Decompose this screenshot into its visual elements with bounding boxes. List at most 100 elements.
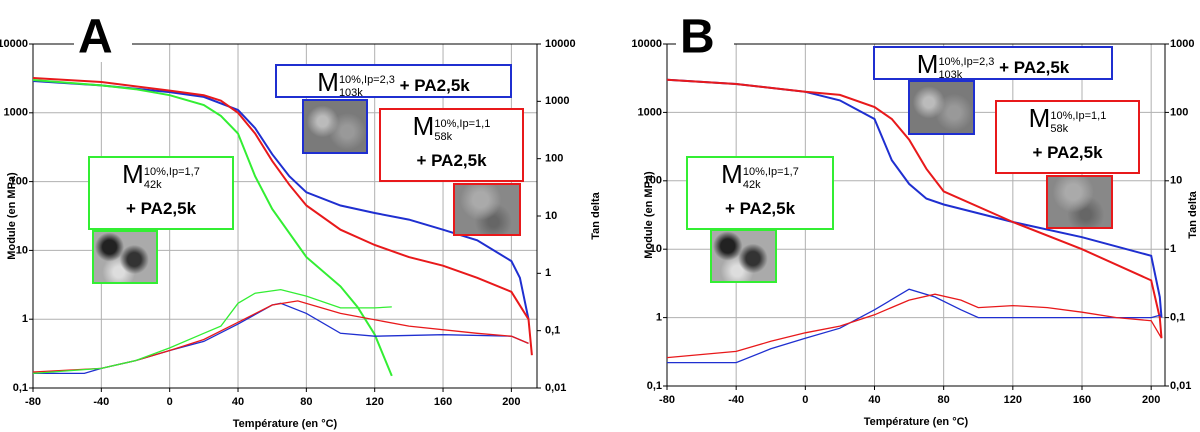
x-tick-label: 200 xyxy=(1142,394,1160,406)
y2-tick-label: 1 xyxy=(1170,243,1176,255)
x-tick-label: 0 xyxy=(167,396,173,408)
modulus-line xyxy=(32,77,533,356)
annotation-indices: 10%,Ip=1,7 42k xyxy=(743,166,799,192)
annotation-box: M 10%,Ip=1,7 42k + PA2,5k xyxy=(88,156,234,230)
y-tick-label: 0,1 xyxy=(13,382,28,394)
annotation-sub: 58k xyxy=(434,130,453,143)
annotation-sup: 10%,Ip=1,7 xyxy=(143,165,200,178)
y-tick-label: 1 xyxy=(22,313,28,325)
annotation-sub: 103k xyxy=(338,86,363,99)
y-tick-label: 10 xyxy=(16,244,28,256)
annotation-box: M 10%,Ip=2,3 103k + PA2,5k xyxy=(873,46,1113,82)
y2-tick-label: 100 xyxy=(545,153,563,165)
x-tick-label: -80 xyxy=(659,394,675,406)
x-axis-label: Température (en °C) xyxy=(864,416,969,428)
x-tick-label: 160 xyxy=(1073,394,1091,406)
modulus-line xyxy=(666,78,1163,339)
x-tick-label: 40 xyxy=(868,394,880,406)
y2-tick-label: 0,01 xyxy=(545,382,566,394)
y-axis-label: Module (en MPa) xyxy=(6,172,18,260)
annotation-text: + PA2,5k xyxy=(999,58,1070,77)
panel-label-bg xyxy=(74,12,132,62)
y2-tick-label: 10 xyxy=(1170,175,1182,187)
tan-delta-line xyxy=(666,293,1163,359)
annotation-indices: 10%,Ip=1,1 58k xyxy=(434,118,490,144)
x-tick-label: 0 xyxy=(802,394,808,406)
tan-delta-line xyxy=(32,288,392,375)
annotation-indices: 10%,Ip=1,1 58k xyxy=(1050,110,1106,136)
y2-tick-label: 1000 xyxy=(545,95,569,107)
texture-image xyxy=(908,80,975,135)
y2-tick-label: 1000 xyxy=(1170,38,1194,50)
annotation-indices: 10%,Ip=2,3 103k xyxy=(938,56,994,82)
panel-label: A xyxy=(78,11,113,64)
y2-tick-label: 1 xyxy=(545,267,551,279)
y-tick-label: 1 xyxy=(656,312,662,324)
x-tick-label: 120 xyxy=(1004,394,1022,406)
x-tick-label: -40 xyxy=(93,396,109,408)
y2-tick-label: 0,1 xyxy=(1170,312,1185,324)
annotation-base: M xyxy=(916,49,939,79)
y-tick-label: 10 xyxy=(650,243,662,255)
annotation-base: M xyxy=(412,111,435,141)
modulus-line xyxy=(32,80,530,320)
y-tick-label: 100 xyxy=(644,175,662,187)
annotation-box: M 10%,Ip=1,1 58k + PA2,5k xyxy=(379,108,524,182)
annotation-base: M xyxy=(1028,103,1051,133)
x-tick-label: 160 xyxy=(434,396,452,408)
annotation-sub: 42k xyxy=(143,178,162,191)
annotation-base: M xyxy=(721,159,743,189)
texture-image xyxy=(92,230,158,284)
texture-image xyxy=(1046,175,1113,229)
y-tick-label: 1000 xyxy=(4,107,28,119)
annotation-indices: 10%,Ip=1,7 42k xyxy=(144,166,200,192)
annotation-sub: 58k xyxy=(1050,122,1069,135)
y2-axis-label: Tan delta xyxy=(590,191,602,239)
annotation-sub: 103k xyxy=(938,68,963,81)
annotation-box: M 10%,Ip=2,3 103k + PA2,5k xyxy=(275,64,512,100)
y2-tick-label: 0,01 xyxy=(1170,380,1191,392)
annotation-sup: 10%,Ip=1,1 xyxy=(1050,109,1107,122)
x-tick-label: 80 xyxy=(300,396,312,408)
y-tick-label: 0,1 xyxy=(647,380,662,392)
y-tick-label: 1000 xyxy=(638,106,662,118)
x-tick-label: 200 xyxy=(502,396,520,408)
annotation-base: M xyxy=(317,67,339,97)
tan-delta-line xyxy=(32,300,529,373)
tan-delta-line xyxy=(667,288,1162,364)
modulus-line xyxy=(32,79,393,377)
plot-frame xyxy=(666,43,1166,387)
annotation-box: M 10%,Ip=1,1 58k + PA2,5k xyxy=(995,100,1140,174)
x-tick-label: 120 xyxy=(366,396,384,408)
annotation-sup: 10%,Ip=1,7 xyxy=(742,165,799,178)
x-axis-label: Température (en °C) xyxy=(233,418,338,430)
annotation-text: + PA2,5k xyxy=(724,198,796,218)
annotation-sub: 42k xyxy=(742,178,761,191)
annotation-text: + PA2,5k xyxy=(1032,142,1103,162)
annotation-sup: 10%,Ip=2,3 xyxy=(338,73,395,86)
x-tick-label: 80 xyxy=(938,394,950,406)
annotation-text: + PA2,5k xyxy=(125,198,197,218)
x-tick-label: -80 xyxy=(25,396,41,408)
texture-image xyxy=(710,229,777,283)
y2-tick-label: 100 xyxy=(1170,106,1188,118)
annotation-text: + PA2,5k xyxy=(399,76,470,95)
texture-image xyxy=(302,99,368,154)
texture-image xyxy=(453,183,521,236)
y-tick-label: 10000 xyxy=(0,38,28,50)
x-tick-label: -40 xyxy=(728,394,744,406)
panel-label: B xyxy=(680,11,715,64)
panel-label-bg xyxy=(676,12,734,62)
annotation-sup: 10%,Ip=2,3 xyxy=(938,55,995,68)
annotation-indices: 10%,Ip=2,3 103k xyxy=(339,74,395,100)
y2-tick-label: 10000 xyxy=(545,38,576,50)
y2-tick-label: 0,1 xyxy=(545,325,560,337)
annotation-sup: 10%,Ip=1,1 xyxy=(434,117,491,130)
annotation-base: M xyxy=(122,159,144,189)
annotation-box: M 10%,Ip=1,7 42k + PA2,5k xyxy=(686,156,834,230)
y-tick-label: 10000 xyxy=(631,38,662,50)
y2-tick-label: 10 xyxy=(545,210,557,222)
annotation-text: + PA2,5k xyxy=(416,150,487,170)
y-axis-label: Module (en MPa) xyxy=(643,171,655,259)
